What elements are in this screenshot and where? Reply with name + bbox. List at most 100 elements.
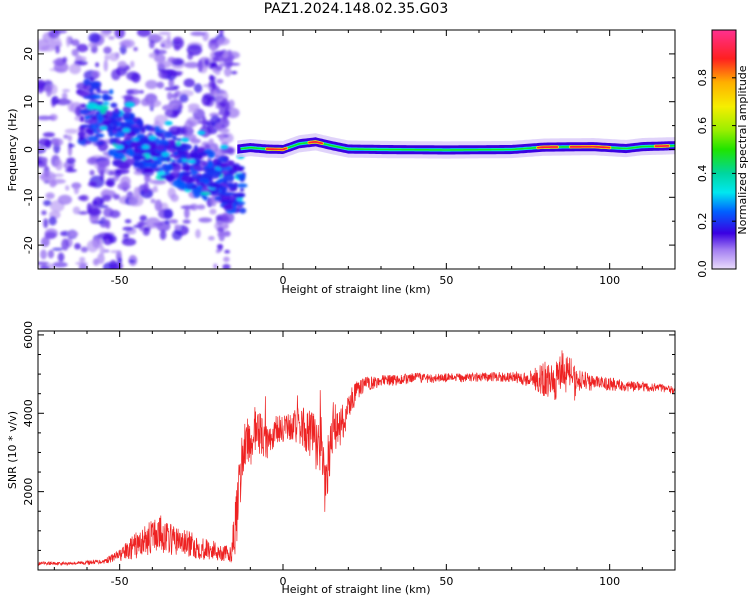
- spectrogram-blob: [214, 196, 223, 201]
- spectrogram-blob: [184, 61, 200, 69]
- spectrogram-blob: [67, 144, 73, 157]
- spectrogram-blob: [186, 44, 203, 56]
- spectrogram-blob: [197, 204, 206, 210]
- spectrogram-blob: [75, 261, 88, 265]
- spectrogram-blob: [80, 246, 89, 253]
- spectrogram-blob: [172, 135, 177, 141]
- spectrogram-blob: [168, 103, 180, 110]
- spectrogram-blob: [202, 93, 215, 100]
- spectrogram-blob: [181, 171, 191, 177]
- spectrogram-blob: [42, 132, 55, 138]
- spectrogram-blob: [95, 204, 109, 209]
- spectrogram-blob: [102, 101, 110, 106]
- spectrogram-blob: [208, 138, 214, 146]
- spectrogram-blob: [168, 148, 174, 152]
- spectrogram-panel: -50 0 50 100 -20 -10 0 10 20 Height of straight…: [6, 29, 676, 296]
- y-tick-label: 2000: [22, 478, 35, 506]
- spectrogram-blob: [163, 131, 173, 139]
- spectrogram-blob: [210, 189, 217, 194]
- x-tick-label: 50: [439, 274, 453, 287]
- spectrogram-blob: [50, 115, 55, 121]
- spectrogram-blob: [53, 138, 64, 146]
- spectrogram-blob: [183, 78, 195, 88]
- spectrogram-blob: [93, 105, 103, 110]
- spectrogram-blob: [48, 216, 57, 226]
- spectrogram-blob: [79, 124, 92, 128]
- spectrogram-blob: [121, 237, 137, 246]
- spectrogram-blob: [160, 43, 165, 48]
- spectrogram-blob: [95, 62, 100, 68]
- spectrogram-blob: [223, 256, 230, 263]
- spectrogram-blob: [171, 159, 177, 163]
- spectrogram-blob: [167, 56, 176, 63]
- spectrogram-blob: [171, 93, 179, 99]
- spectrogram-blob: [109, 138, 115, 144]
- spectrogram-blob: [39, 265, 50, 269]
- spectrogram-blob: [182, 219, 191, 224]
- spectrogram-blob: [218, 50, 225, 55]
- x-tick-label: 100: [599, 274, 620, 287]
- colorbar-tick-label: 0.0: [696, 260, 709, 278]
- spectrogram-blob: [157, 132, 164, 138]
- spectrogram-blob: [128, 259, 136, 263]
- spectrogram-blob: [214, 122, 223, 130]
- spectrogram-blob: [135, 118, 144, 126]
- spectrogram-blob: [118, 162, 131, 170]
- spectrogram-blob: [72, 206, 81, 215]
- spectrogram-blob: [84, 115, 92, 120]
- spectrogram-blob: [133, 46, 138, 52]
- spectrogram-blob: [175, 149, 186, 156]
- spectrogram-blob: [218, 185, 227, 190]
- spectrogram-blob: [191, 187, 201, 195]
- spectrogram-blob: [66, 35, 71, 48]
- spectrogram-blob: [207, 182, 220, 189]
- spectrogram-blob: [139, 215, 148, 222]
- spectrogram-blob: [173, 45, 181, 51]
- spectrogram-diagonal-band: [76, 78, 248, 214]
- spectrogram-blob: [212, 67, 217, 73]
- spectrogram-blob: [44, 231, 57, 240]
- spectrogram-blob: [184, 119, 194, 130]
- spectrogram-blob: [62, 88, 71, 93]
- spectrogram-blob: [122, 105, 132, 114]
- y-tick-label: 4000: [22, 399, 35, 427]
- x-tick-label: 0: [280, 274, 287, 287]
- spectrogram-blob: [89, 123, 100, 130]
- spectrogram-blob: [122, 226, 134, 231]
- spectrogram-blob: [190, 151, 198, 159]
- spectrogram-blob: [79, 256, 86, 263]
- spectrogram-blob: [142, 227, 150, 236]
- spectrogram-blob: [180, 175, 191, 182]
- spectrogram-blob: [170, 193, 179, 202]
- spectrogram-blob: [47, 249, 55, 259]
- spectrogram-blob: [223, 230, 231, 237]
- spectrogram-blob: [132, 154, 143, 162]
- spectrogram-blob: [67, 230, 79, 238]
- y-tick-label: 20: [22, 47, 35, 61]
- spectrogram-blob: [96, 159, 111, 168]
- spectrogram-peak: [164, 121, 173, 126]
- spectrogram-blob: [117, 60, 127, 69]
- spectrogram-blob: [173, 151, 179, 156]
- spectrogram-blob: [67, 165, 74, 173]
- spectrogram-blob: [218, 128, 230, 133]
- spectrogram-blob: [117, 257, 123, 264]
- y-tick-label: 10: [22, 95, 35, 109]
- spectrogram-blob: [215, 180, 223, 184]
- spectrogram-blob: [71, 39, 80, 47]
- spectrogram-blob: [77, 211, 89, 215]
- spectrogram-blob: [229, 186, 238, 192]
- spectrogram-blob: [66, 157, 76, 164]
- spectrogram-blob: [230, 70, 238, 75]
- spectrogram-blob: [45, 192, 55, 200]
- spectrogram-blob: [139, 90, 144, 94]
- spectrogram-blob: [61, 238, 70, 251]
- spectrogram-blob: [38, 261, 50, 266]
- spectrogram-blob: [145, 79, 158, 90]
- spectrogram-blob: [106, 110, 113, 118]
- spectrogram-blob: [113, 152, 125, 160]
- spectrogram-blob: [57, 194, 73, 205]
- spectrogram-blob: [143, 181, 150, 195]
- spectrogram-blob: [206, 151, 215, 156]
